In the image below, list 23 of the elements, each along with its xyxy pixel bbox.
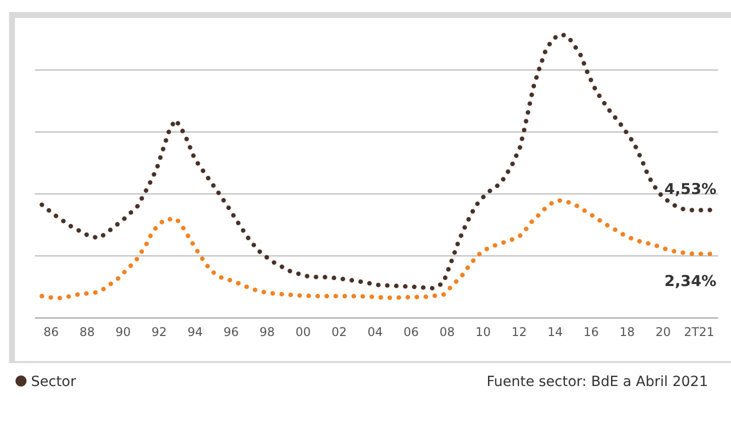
data-label: 4,53% bbox=[664, 180, 716, 198]
x-tick-label: 10 bbox=[475, 325, 491, 339]
x-tick-label: 12 bbox=[511, 325, 527, 339]
x-tick-label: 06 bbox=[404, 325, 419, 339]
data-label: 2,34% bbox=[664, 272, 716, 290]
x-tick-label: 14 bbox=[547, 325, 563, 339]
x-tick-label: 16 bbox=[583, 325, 599, 339]
source-note: Fuente sector: BdE a Abril 2021 bbox=[486, 374, 708, 390]
legend-label: Sector bbox=[31, 374, 76, 390]
x-tick-label: 96 bbox=[224, 325, 239, 339]
x-tick-label: 18 bbox=[619, 325, 635, 339]
x-tick-label: 20 bbox=[655, 325, 671, 339]
x-tick-label: 86 bbox=[44, 325, 59, 339]
x-tick-label: 02 bbox=[332, 325, 347, 339]
x-tick-label: 88 bbox=[80, 325, 95, 339]
x-tick-label: 00 bbox=[296, 325, 311, 339]
x-tick-label: 94 bbox=[188, 325, 203, 339]
x-tick-label: 08 bbox=[440, 325, 455, 339]
x-tick-label: 04 bbox=[368, 325, 383, 339]
x-tick-label: 2T21 bbox=[684, 325, 714, 339]
x-tick-label: 98 bbox=[260, 325, 275, 339]
x-tick-label: 92 bbox=[152, 325, 167, 339]
x-tick-label: 90 bbox=[116, 325, 131, 339]
